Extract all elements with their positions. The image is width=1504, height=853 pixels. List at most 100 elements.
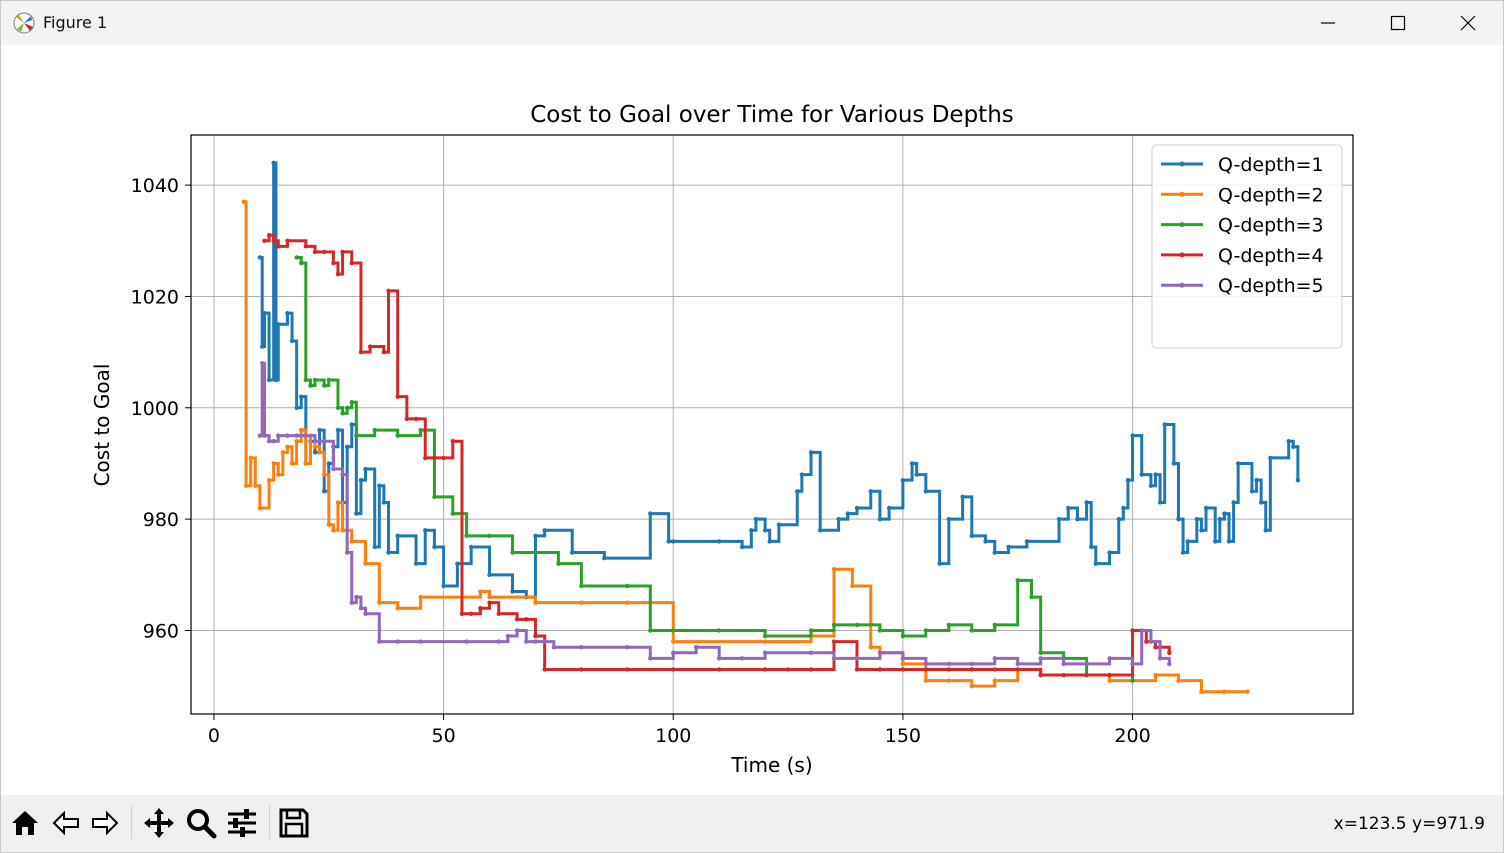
data-point [749,528,754,533]
data-point [716,539,722,544]
forward-icon [92,810,119,836]
data-point [257,255,263,260]
data-point [441,583,446,589]
configure-subplots-button[interactable] [224,805,260,841]
data-point [1176,678,1181,683]
data-point [960,494,965,500]
data-point [1249,489,1255,494]
data-point [395,394,400,399]
close-button[interactable] [1433,1,1503,45]
data-point [1107,672,1112,678]
minimize-button[interactable] [1293,1,1363,45]
data-point [510,550,515,555]
data-point [331,260,336,266]
y-tick-label: 1020 [131,286,179,308]
data-point [1139,628,1144,633]
back-button[interactable] [48,805,84,841]
data-point [367,344,373,349]
data-point [1084,500,1089,505]
data-point [299,260,304,266]
legend-marker [1179,161,1185,167]
figure-canvas[interactable]: 0 50 100 150 200 960 980 1000 1020 1040 Cost to G… [1,45,1503,795]
data-point [923,667,929,672]
legend-marker [1179,191,1185,197]
chart-title: Cost to Goal over Time for Various Depth… [530,102,1014,128]
data-point [992,622,997,628]
save-button[interactable] [276,805,312,841]
data-point [303,244,309,249]
legend-entry: Q-depth=3 [1218,215,1324,237]
data-point [1144,639,1149,644]
data-point [303,433,309,438]
data-point [1222,689,1227,694]
data-point [321,489,327,494]
data-point [1024,539,1030,544]
data-point [271,461,276,466]
data-point [1075,516,1080,522]
matplotlib-icon [13,12,35,34]
data-point [1185,539,1190,544]
data-point [418,594,423,600]
data-point [854,656,860,661]
data-point [423,528,428,533]
data-point [294,433,299,438]
maximize-icon [1390,15,1406,31]
data-point [762,528,768,533]
data-point [294,439,299,444]
data-point [312,249,318,255]
data-point [326,377,331,383]
data-point [1167,650,1172,655]
data-point [831,639,837,644]
data-point [285,433,290,438]
data-point [395,433,400,438]
pan-button[interactable] [141,805,177,841]
data-point [280,450,286,455]
data-point [259,361,265,366]
data-point [542,667,547,672]
data-point [900,656,906,661]
maximize-button[interactable] [1363,1,1433,45]
data-point [533,639,538,644]
data-point [1130,628,1135,633]
data-point [450,439,455,444]
data-point [1203,505,1209,511]
toolbar-separator [131,805,132,839]
data-point [413,561,419,566]
chart: 0 50 100 150 200 960 980 1000 1020 1040 Cost to G… [90,102,1354,777]
data-point [625,583,630,589]
data-point [914,472,919,477]
data-point [1148,639,1154,644]
data-point [762,633,768,639]
data-point [762,667,768,672]
cursor-coordinates: x=123.5 y=971.9 [1333,814,1485,834]
data-point [344,405,350,410]
data-point [450,511,455,516]
forward-button[interactable] [87,805,123,841]
axes-frame [190,134,1354,715]
legend-entry: Q-depth=4 [1218,245,1324,267]
data-point [579,583,584,589]
data-point [321,472,327,477]
data-point [776,522,782,527]
data-point [923,628,929,633]
data-point [349,422,354,427]
data-point [602,555,607,561]
home-button[interactable] [7,805,43,841]
data-point [1254,477,1259,483]
data-point [845,511,850,516]
data-point [1153,472,1158,477]
data-point [762,639,768,644]
data-point [335,271,341,277]
data-point [358,477,364,483]
data-point [1286,439,1291,444]
data-point [271,160,276,166]
data-point [716,667,722,672]
data-point [900,661,906,667]
y-tick-label: 1040 [131,175,179,197]
zoom-button[interactable] [183,805,219,841]
data-point [831,622,837,628]
data-point [459,611,465,616]
data-point [303,461,309,466]
title-bar[interactable]: Figure 1 [1,1,1503,45]
data-point [808,667,814,672]
